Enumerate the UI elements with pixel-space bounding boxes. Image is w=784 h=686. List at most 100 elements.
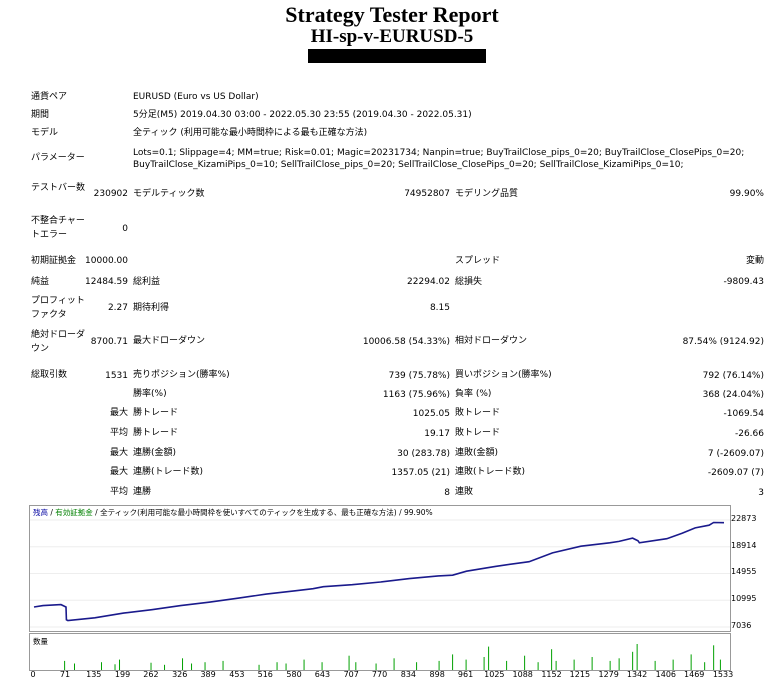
x-tick-label: 1279 [598,670,619,679]
bars-label: テストバー数 [31,183,86,193]
max-cons-profit-value: 1357.05 (21) [391,468,450,478]
redacted-block [308,49,486,63]
x-tick-label: 1342 [626,670,648,679]
max-drawdown-label: 最大ドローダウン [133,336,206,346]
deposit-value: 10000.00 [85,256,128,266]
model-value: 全ティック (利用可能な最小時間枠による最も正確な方法) [133,128,368,138]
avg-cons-losses-label: 連敗 [455,487,474,497]
x-tick-label: 1088 [512,670,533,679]
quality-label: モデリング品質 [455,189,519,199]
largest-loss-label: 敗トレード [455,408,501,418]
avg-win-value: 19.17 [424,429,450,439]
x-tick-label: 961 [457,670,474,679]
expert-name: HI-sp-v-EURUSD-5 [310,26,474,47]
deposit-label: 初期証拠金 [31,256,77,266]
x-tick-label: 707 [343,670,359,679]
gross-loss-label: 総損失 [455,277,483,287]
largest-loss-value: -1069.54 [723,409,764,419]
long-positions-label: 買いポジション(勝率%) [455,370,552,380]
mismatch-value: 0 [122,224,128,234]
expected-payoff-value: 8.15 [429,303,450,313]
spread-label: スプレッド [455,256,501,266]
total-trades-value: 1531 [105,371,128,381]
legend-model: 全ティック(利用可能な最小時間枠を使いすべてのティックを生成する、最も正確な方法… [100,508,397,517]
abs-drawdown-value: 8700.71 [90,337,128,347]
ticks-label: モデルティック数 [133,189,205,199]
x-tick-label: 1215 [569,670,591,679]
max-cons-label-2: 最大 [109,467,128,477]
max-cons-wins-value: 30 (283.78) [397,449,450,459]
x-tick-label: 516 [257,670,273,679]
legend-equity: 有効証拠金 [55,508,93,517]
legend-balance: 残高 [33,508,48,517]
y-tick-label: 7036 [731,621,752,630]
profit-factor-value: 2.27 [107,303,128,313]
abs-drawdown-label: 絶対ドローダウン [31,330,86,354]
x-tick-label: 770 [371,670,388,679]
params-line2: BuyTrailClose_KizamiPips_0=10; SellTrail… [133,160,684,170]
largest-win-label: 勝トレード [133,408,179,418]
avg-cons-wins-value: 8 [444,488,450,498]
x-tick-label: 0 [30,670,36,679]
short-positions-value: 739 (75.78%) [388,371,450,381]
avg-cons-wins-label: 連勝 [133,487,152,497]
params-label: パラメーター [31,153,85,163]
largest-label: 最大 [109,408,128,418]
avg-cons-losses-value: 3 [758,488,764,498]
max-cons-wins-label: 連勝(金額) [133,448,177,458]
params-line1: Lots=0.1; Slippage=4; MM=true; Risk=0.01… [133,148,745,158]
symbol-value: EURUSD (Euro vs US Dollar) [133,92,259,102]
net-profit-value: 12484.59 [85,277,128,287]
max-cons-loss-value: -2609.07 (7) [707,468,764,478]
balance-chart-svg [30,519,730,628]
x-tick-label: 199 [114,670,131,679]
legend-sep-3: / [396,508,405,517]
largest-win-value: 1025.05 [412,409,450,419]
max-cons-losses-value: 7 (-2609.07) [707,449,764,459]
x-tick-label: 1152 [541,670,562,679]
x-tick-label: 1406 [655,670,677,679]
x-tick-label: 1533 [712,670,734,679]
x-tick-label: 898 [429,670,445,679]
x-tick-label: 389 [200,670,216,679]
rel-drawdown-value: 87.54% (9124.92) [682,337,764,347]
max-cons-profit-label: 連勝(トレード数) [133,467,204,477]
max-cons-loss-label: 連敗(トレード数) [455,467,526,477]
quality-value: 99.90% [729,189,764,199]
max-cons-label-1: 最大 [109,448,128,458]
win-pct-label: 勝率(%) [133,389,167,399]
period-label: 期間 [31,110,50,120]
symbol-label: 通貨ペア [31,92,68,102]
y-tick-label: 18914 [731,540,757,550]
gross-profit-label: 総利益 [133,277,161,287]
long-positions-value: 792 (76.14%) [702,371,764,381]
model-label: モデル [31,128,59,138]
balance-line [33,521,725,622]
x-tick-label: 326 [172,670,188,679]
x-tick-label: 834 [400,670,417,679]
bars-value: 230902 [93,189,128,199]
y-tick-label: 10995 [731,594,757,604]
x-tick-label: 1025 [484,670,505,679]
avg-loss-value: -26.66 [734,429,764,439]
volume-chart-svg [64,644,721,670]
rel-drawdown-label: 相対ドローダウン [455,336,528,346]
x-tick-label: 643 [314,670,331,679]
y-tick-label: 14955 [731,567,757,577]
expected-payoff-label: 期待利得 [133,303,170,313]
mismatch-label: 不整合チャートエラー [31,216,85,240]
volume-chart [29,633,731,671]
average-label: 平均 [109,428,128,438]
short-positions-label: 売りポジション(勝率%) [133,370,230,380]
x-tick-label: 1469 [684,670,705,679]
volume-label: 数量 [33,637,48,646]
x-tick-label: 453 [229,670,245,679]
avg-loss-label: 敗トレード [455,428,501,438]
spread-value: 変動 [745,256,764,266]
gross-loss-value: -9809.43 [723,277,764,287]
loss-pct-label: 負率 (%) [455,389,492,399]
loss-pct-value: 368 (24.04%) [702,390,764,400]
ticks-value: 74952807 [404,189,450,199]
legend-sep-2: / [92,508,101,517]
avg-win-label: 勝トレード [133,428,179,438]
